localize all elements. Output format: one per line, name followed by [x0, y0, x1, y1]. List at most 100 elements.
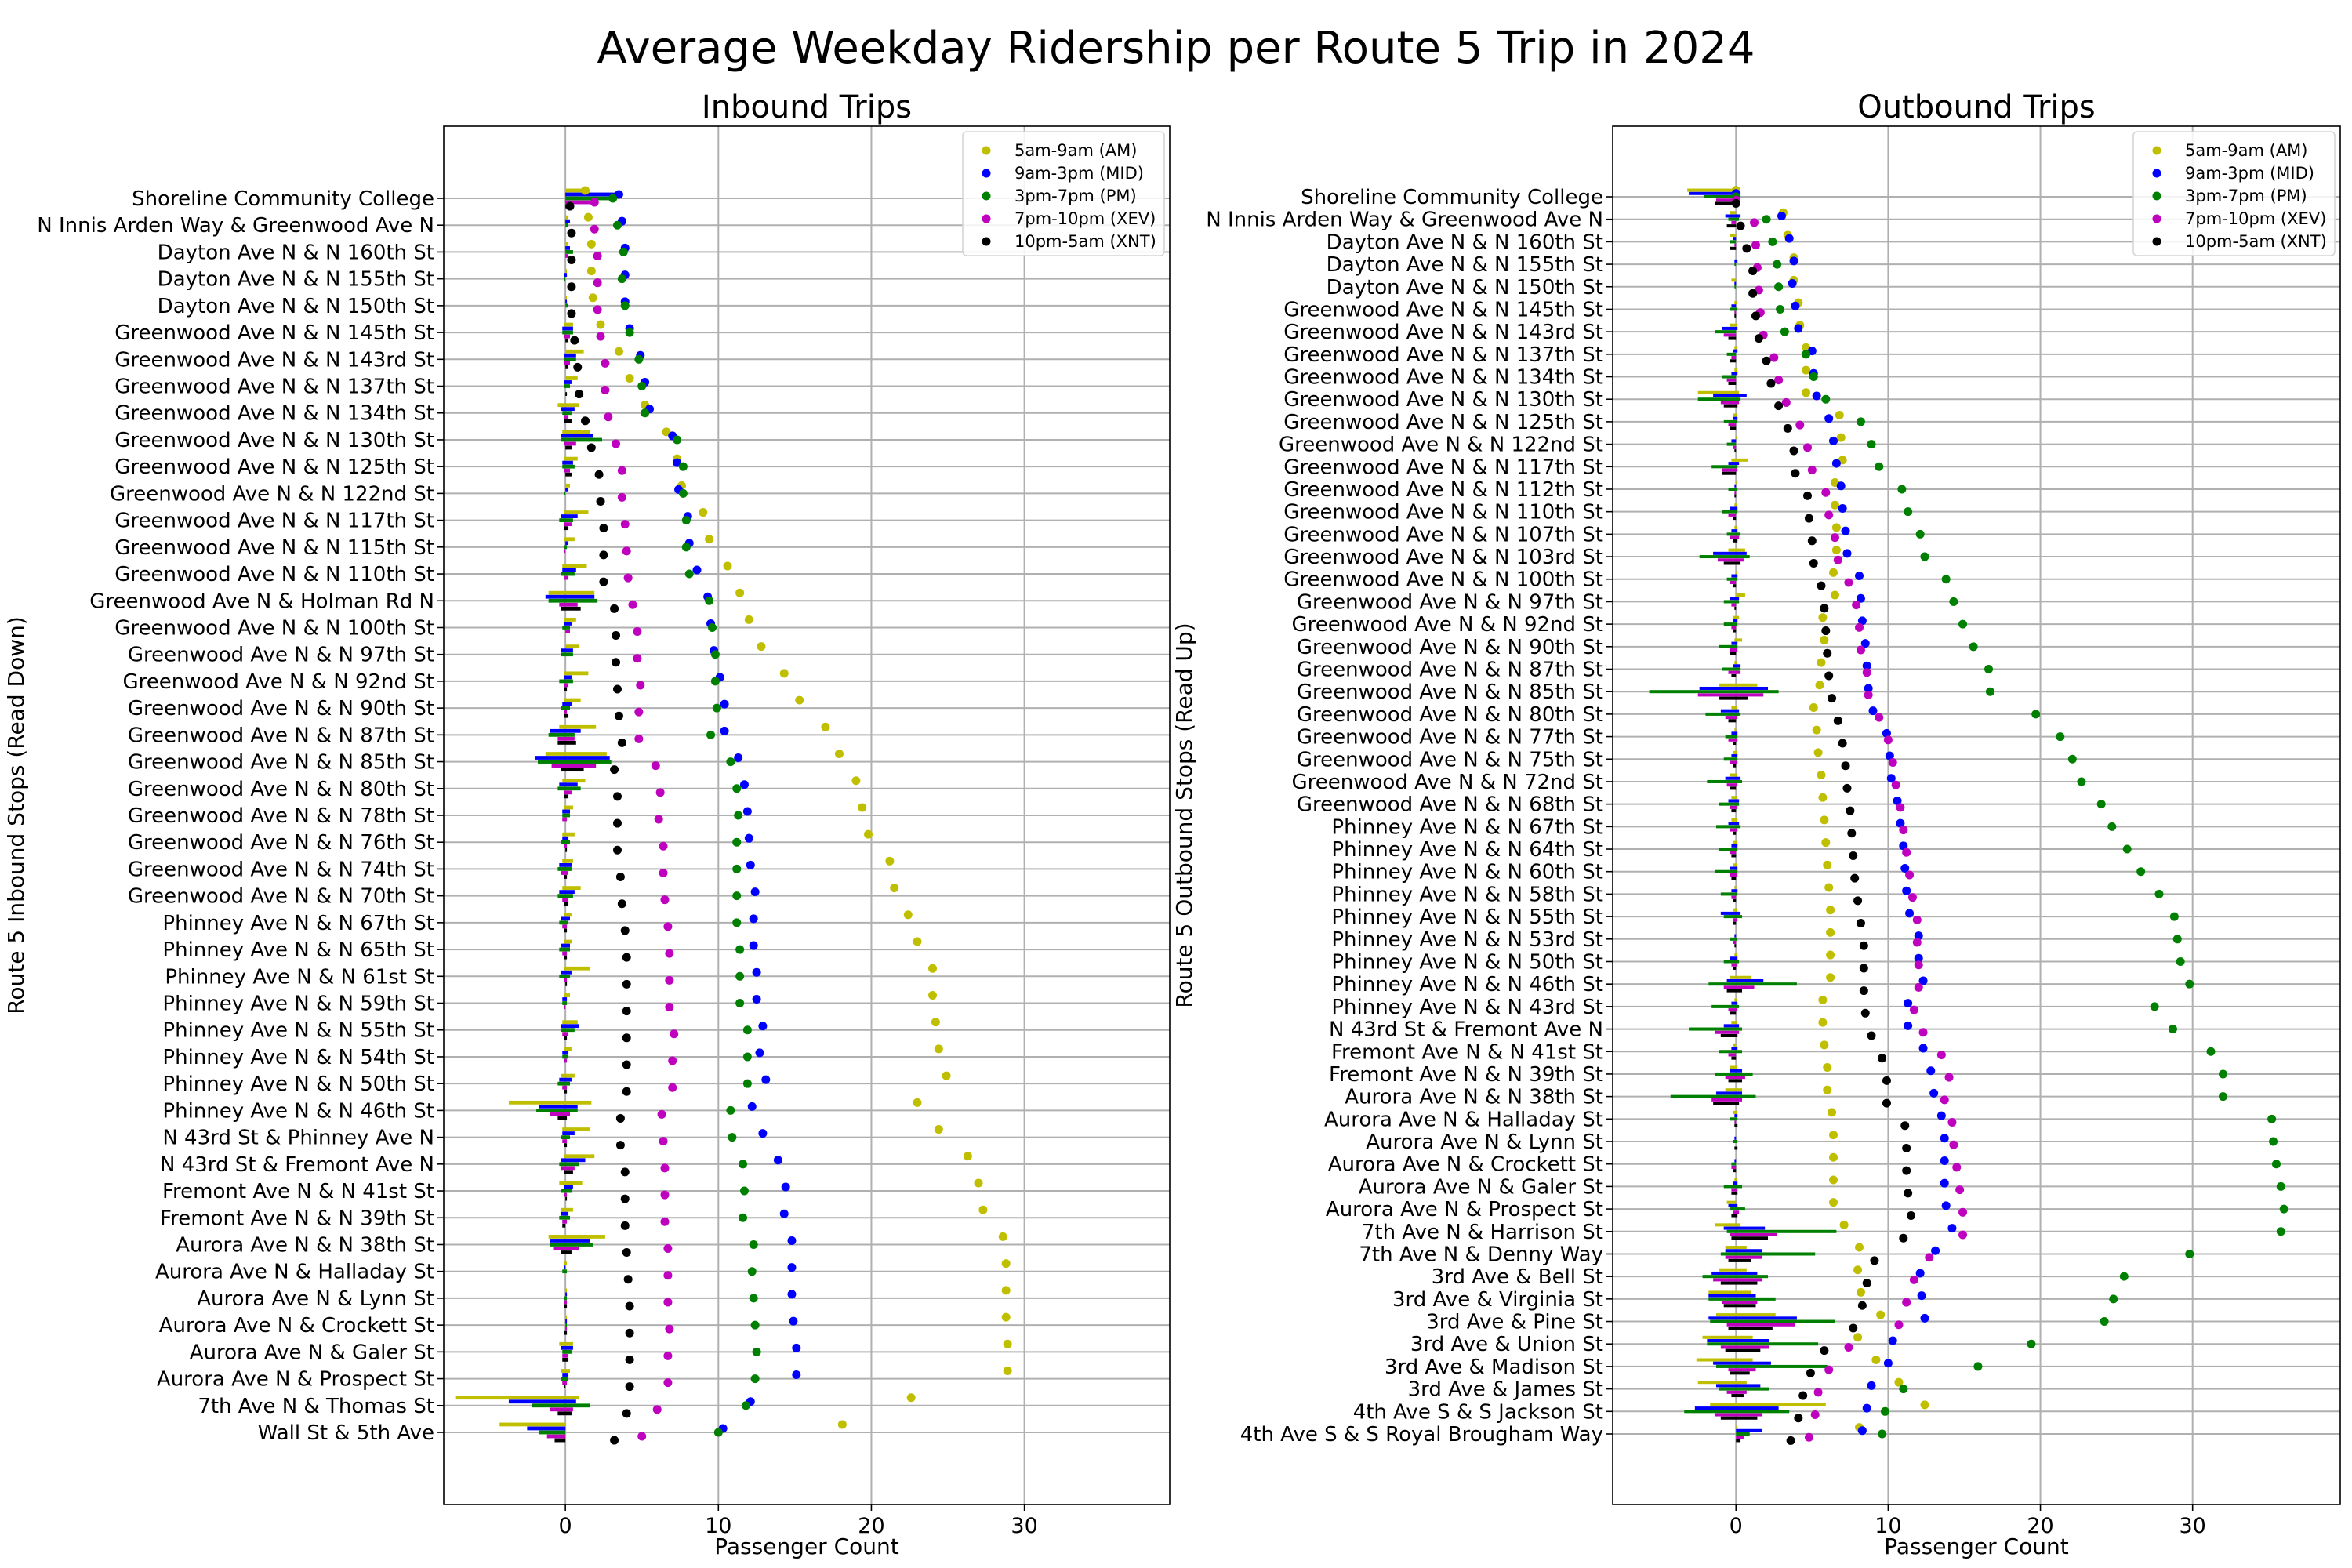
point-mid: [1860, 639, 1870, 648]
point-am: [1894, 1377, 1904, 1387]
range-bar-pm: [562, 1349, 572, 1354]
range-bar-am: [1736, 593, 1745, 597]
subplot-title: Inbound Trips: [702, 89, 912, 125]
range-bar-am: [561, 1207, 573, 1212]
range-bar-pm: [557, 1081, 571, 1086]
range-bar-am: [559, 1181, 583, 1185]
point-pm: [2027, 1339, 2036, 1348]
point-am: [1812, 725, 1821, 735]
point-xnt: [1842, 783, 1852, 793]
point-xnt: [1900, 1121, 1910, 1131]
point-pm: [2279, 1204, 2288, 1214]
y-tick-label-stop: Aurora Ave N & N 38th St: [1345, 1086, 1603, 1109]
point-mid: [744, 833, 753, 843]
range-bar-pm: [562, 1054, 569, 1059]
range-bar-mid: [1731, 372, 1738, 376]
point-mid: [1857, 616, 1867, 626]
point-mid: [720, 726, 729, 735]
point-xev: [1830, 533, 1839, 543]
point-pm: [2219, 1092, 2228, 1102]
point-xnt: [1809, 558, 1818, 568]
range-bar-xev: [1733, 1210, 1740, 1214]
point-mid: [734, 753, 743, 763]
point-mid: [1856, 593, 1865, 603]
point-am: [583, 212, 593, 222]
x-tick-label: 20: [858, 1514, 884, 1538]
range-bar-am: [1734, 346, 1738, 350]
legend-marker-pm: [982, 191, 991, 201]
range-bar-am: [1734, 368, 1738, 372]
range-bar-xev: [1734, 243, 1737, 247]
point-mid: [1812, 391, 1821, 401]
point-xev: [1803, 443, 1813, 452]
range-bar-pm: [561, 840, 571, 844]
point-xnt: [1882, 1098, 1891, 1108]
y-tick-label-stop: Phinney Ave N & N 46th St: [1331, 973, 1603, 996]
y-tick-label-stop: Greenwood Ave N & N 134th St: [114, 402, 434, 426]
point-xev: [1896, 803, 1905, 812]
range-bar-am: [562, 832, 575, 837]
point-pm: [681, 516, 691, 525]
point-am: [1839, 1220, 1849, 1229]
point-xev: [633, 627, 642, 637]
point-xev: [601, 386, 610, 395]
range-bar-xnt: [1733, 629, 1737, 633]
point-xev: [1912, 915, 1922, 924]
range-bar-am: [1731, 278, 1737, 282]
range-bar-am: [564, 939, 572, 944]
range-bar-am: [564, 671, 589, 676]
range-bar-xnt: [1720, 1033, 1738, 1038]
y-tick-label-stop: Aurora Ave N & Halladay St: [1324, 1108, 1603, 1131]
range-bar-mid: [1728, 822, 1740, 826]
point-xnt: [1804, 514, 1813, 523]
point-pm: [2267, 1114, 2277, 1123]
range-bar-pm: [1719, 848, 1738, 851]
range-bar-xev: [1728, 670, 1741, 674]
range-bar-xnt: [1731, 809, 1737, 813]
point-pm: [617, 274, 626, 284]
range-bar-xev: [1734, 310, 1737, 314]
range-bar-am: [1734, 1178, 1738, 1181]
range-bar-xev: [1715, 1030, 1740, 1034]
range-bar-xev: [1730, 580, 1737, 584]
range-bar-xev: [564, 361, 571, 365]
point-am: [1818, 995, 1828, 1004]
point-mid: [1914, 953, 1923, 963]
point-pm: [1969, 642, 1978, 652]
range-bar-pm: [538, 760, 612, 764]
point-xev: [1804, 1432, 1813, 1442]
point-am: [625, 373, 634, 383]
point-xnt: [610, 765, 619, 775]
point-pm: [1881, 1406, 1890, 1416]
y-tick-label-stop: Phinney Ave N & N 53rd St: [1331, 928, 1603, 952]
point-mid: [1940, 1178, 1949, 1188]
point-mid: [1886, 774, 1896, 783]
point-am: [928, 990, 938, 1000]
point-xev: [1914, 982, 1923, 992]
point-xnt: [1820, 1346, 1829, 1356]
range-bar-am: [508, 1100, 592, 1105]
point-xnt: [623, 1275, 633, 1284]
point-xnt: [612, 845, 622, 855]
range-bar-pm: [1670, 1094, 1756, 1098]
point-xnt: [567, 228, 576, 238]
point-pm: [1897, 485, 1907, 494]
point-mid: [1836, 481, 1846, 491]
range-bar-xev: [1730, 760, 1738, 764]
range-bar-pm: [1733, 1140, 1738, 1144]
point-xnt: [612, 658, 621, 667]
range-bar-pm: [536, 1108, 578, 1112]
point-pm: [620, 301, 630, 310]
point-pm: [2185, 979, 2194, 989]
range-bar-xev: [561, 871, 569, 875]
range-bar-am: [1696, 1358, 1753, 1362]
point-xnt: [567, 282, 576, 292]
point-pm: [1973, 1362, 1983, 1371]
range-bar-mid: [562, 460, 573, 465]
point-xev: [637, 1432, 647, 1441]
y-tick-label-stop: Aurora Ave N & Galer St: [190, 1341, 434, 1364]
point-pm: [681, 543, 691, 552]
point-mid: [720, 699, 729, 709]
range-bar-pm: [1734, 263, 1737, 267]
range-bar-am: [1725, 1246, 1747, 1250]
